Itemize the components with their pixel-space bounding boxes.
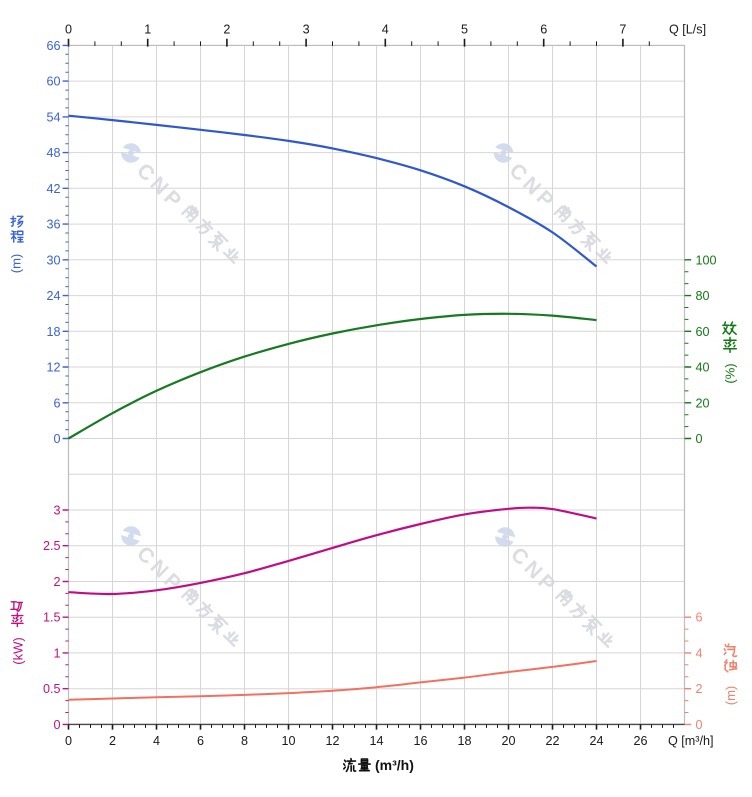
svg-text:1: 1 — [144, 22, 151, 36]
svg-text:6: 6 — [540, 22, 547, 36]
svg-text:20: 20 — [696, 396, 710, 410]
svg-text:36: 36 — [46, 218, 60, 232]
svg-text:0: 0 — [65, 22, 72, 36]
svg-text:22: 22 — [545, 734, 559, 748]
svg-text:0: 0 — [696, 718, 703, 732]
svg-text:12: 12 — [46, 361, 60, 375]
svg-text:60: 60 — [46, 75, 60, 89]
svg-text:2: 2 — [223, 22, 230, 36]
svg-text:100: 100 — [696, 253, 717, 267]
svg-text:2: 2 — [696, 682, 703, 696]
svg-text:60: 60 — [696, 325, 710, 339]
svg-text:12: 12 — [325, 734, 339, 748]
svg-text:6: 6 — [53, 396, 60, 410]
svg-text:42: 42 — [46, 182, 60, 196]
svg-text:16: 16 — [413, 734, 427, 748]
svg-text:0: 0 — [53, 432, 60, 446]
svg-text:54: 54 — [46, 110, 60, 124]
svg-text:10: 10 — [281, 734, 295, 748]
svg-text:2.5: 2.5 — [43, 539, 61, 553]
svg-text:7: 7 — [619, 22, 626, 36]
svg-text:18: 18 — [457, 734, 471, 748]
svg-text:0: 0 — [65, 734, 72, 748]
svg-text:6: 6 — [696, 611, 703, 625]
svg-text:1: 1 — [53, 646, 60, 660]
svg-text:2: 2 — [109, 734, 116, 748]
svg-text:40: 40 — [696, 361, 710, 375]
svg-text:24: 24 — [46, 289, 60, 303]
svg-text:5: 5 — [461, 22, 468, 36]
svg-text:48: 48 — [46, 146, 60, 160]
svg-text:0.5: 0.5 — [43, 682, 61, 696]
svg-text:Q [L/s]: Q [L/s] — [669, 22, 706, 36]
svg-text:(kW): (kW) — [11, 637, 26, 664]
svg-text:4: 4 — [153, 734, 160, 748]
svg-text:30: 30 — [46, 253, 60, 267]
svg-text:Q [m³/h]: Q [m³/h] — [668, 734, 713, 748]
svg-text:3: 3 — [53, 504, 60, 518]
svg-text:20: 20 — [501, 734, 515, 748]
svg-text:(m³/h): (m³/h) — [375, 757, 414, 773]
svg-text:1.5: 1.5 — [43, 611, 61, 625]
svg-text:(%): (%) — [723, 363, 738, 383]
svg-text:14: 14 — [369, 734, 383, 748]
svg-text:26: 26 — [633, 734, 647, 748]
svg-text:2: 2 — [53, 575, 60, 589]
svg-text:0: 0 — [53, 718, 60, 732]
svg-text:6: 6 — [197, 734, 204, 748]
svg-text:(m): (m) — [8, 254, 23, 274]
svg-text:18: 18 — [46, 325, 60, 339]
svg-text:3: 3 — [303, 22, 310, 36]
svg-text:24: 24 — [589, 734, 603, 748]
svg-text:66: 66 — [46, 39, 60, 53]
svg-text:4: 4 — [696, 646, 703, 660]
svg-text:0: 0 — [696, 432, 703, 446]
svg-text:80: 80 — [696, 289, 710, 303]
svg-text:4: 4 — [382, 22, 389, 36]
svg-text:8: 8 — [241, 734, 248, 748]
svg-text:(m): (m) — [723, 686, 738, 706]
